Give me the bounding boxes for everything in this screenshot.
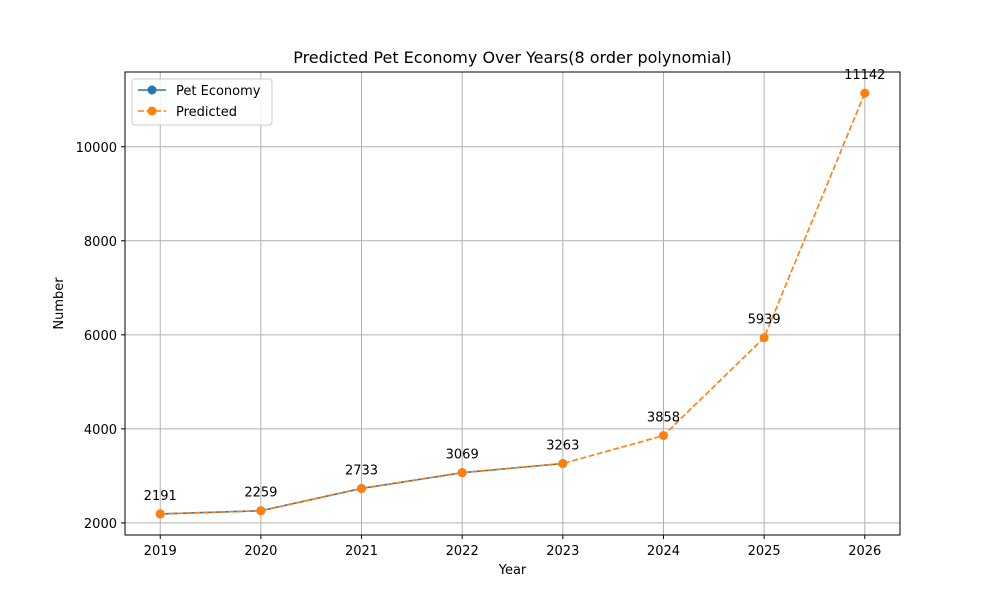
series-1-point [658,431,668,441]
x-tick-label: 2025 [748,544,781,559]
x-tick-label: 2024 [647,544,680,559]
legend-label: Predicted [176,105,237,120]
x-axis-label: Year [498,563,527,578]
data-label: 11142 [844,68,885,83]
series-1-point [860,88,870,98]
legend-label: Pet Economy [176,84,261,99]
legend: Pet Economy Predicted [131,78,273,126]
legend-box [131,78,273,126]
data-label: 2259 [244,486,277,501]
y-tick-label: 4000 [84,423,117,438]
data-label: 3858 [647,411,680,426]
data-label: 2191 [144,489,177,504]
x-tick-label: 2023 [546,544,579,559]
axis-ticks: 2019 2020 2021 2022 2023 2024 2025 2026 2000 4000… [76,141,882,559]
legend-swatch-marker [147,85,157,95]
data-label: 2733 [345,463,378,478]
data-label: 3263 [546,439,579,454]
y-tick-label: 6000 [84,329,117,344]
x-tick-label: 2020 [244,544,277,559]
x-tick-label: 2019 [144,544,177,559]
x-tick-label: 2021 [345,544,378,559]
y-tick-label: 2000 [84,517,117,532]
y-axis-label: Number [52,277,67,330]
series-1-point [759,333,769,343]
chart-title: Predicted Pet Economy Over Years(8 order… [293,48,732,67]
y-tick-label: 8000 [84,235,117,250]
series-1-point [256,506,266,516]
data-labels: 2191 2259 2733 3069 3263 3858 5939 11142 [144,68,886,504]
series-1-point [457,468,467,478]
legend-swatch-marker [147,106,157,116]
grid-lines [125,72,900,535]
series-1-point [357,483,367,493]
plot-frame [124,71,901,536]
series-1-point [558,459,568,469]
series-lines [155,88,870,519]
data-label: 5939 [748,313,781,328]
x-tick-label: 2026 [848,544,881,559]
series-1-point [155,509,165,519]
y-tick-label: 10000 [76,141,117,156]
x-tick-label: 2022 [446,544,479,559]
data-label: 3069 [446,448,479,463]
